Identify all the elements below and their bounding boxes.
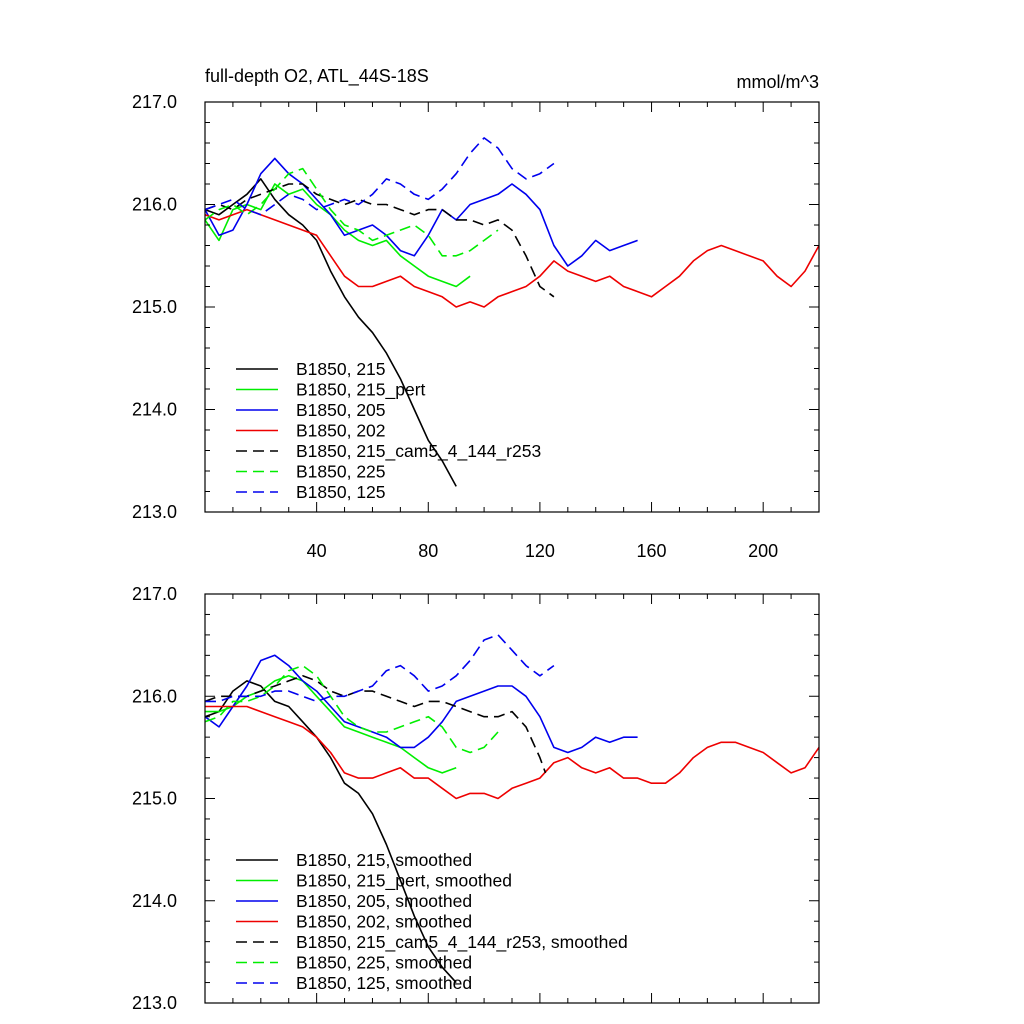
x-tick-label: 40	[307, 541, 327, 561]
legend-label: B1850, 215_cam5_4_144_r253, smoothed	[296, 932, 628, 953]
y-tick-label: 216.0	[132, 195, 177, 215]
units-label: mmol/m^3	[737, 72, 819, 92]
series-line-6	[204, 664, 499, 754]
legend-label: B1850, 215_pert, smoothed	[296, 871, 512, 892]
legend-label: B1850, 225	[296, 462, 386, 482]
series-line-6	[204, 167, 499, 257]
series-line-7	[205, 634, 555, 703]
legend-label: B1850, 202, smoothed	[296, 912, 472, 932]
y-tick-label: 217.0	[132, 584, 177, 604]
top-panel: 213.0 214.0 215.0 216.0 217.0 40 80 120 160 200 B1…	[132, 92, 820, 561]
series-line-2	[204, 183, 471, 288]
legend-label: B1850, 215	[296, 359, 386, 379]
legend-label: B1850, 202	[296, 421, 386, 441]
x-tick-label: 120	[525, 541, 555, 561]
legend-label: B1850, 125, smoothed	[296, 973, 472, 993]
legend-label: B1850, 215_pert	[296, 380, 426, 401]
legend-label: B1850, 215_cam5_4_144_r253	[296, 441, 541, 462]
series-line-5	[204, 183, 555, 298]
y-tick-label: 213.0	[132, 502, 177, 522]
legend-label: B1850, 205, smoothed	[296, 891, 472, 911]
chart-title: full-depth O2, ATL_44S-18S	[205, 66, 429, 87]
series-line-1	[204, 680, 457, 984]
y-tick-label: 214.0	[132, 891, 177, 911]
legend-label: B1850, 125	[296, 482, 386, 502]
y-tick-label: 216.0	[132, 686, 177, 706]
y-tick-label: 217.0	[132, 92, 177, 112]
x-tick-label: 80	[418, 541, 438, 561]
series-line-1	[204, 178, 457, 487]
x-tick-label: 200	[748, 541, 778, 561]
y-tick-label: 213.0	[132, 993, 177, 1013]
y-tick-label: 214.0	[132, 400, 177, 420]
series-line-3	[204, 654, 638, 754]
bottom-panel: 213.0 214.0 215.0 216.0 217.0 B1850, 215, smo…	[132, 584, 820, 1013]
x-tick-label: 160	[637, 541, 667, 561]
legend-label: B1850, 205	[296, 400, 386, 420]
series-line-4	[204, 208, 820, 308]
legend-label: B1850, 215, smoothed	[296, 850, 472, 870]
series-line-4	[205, 705, 820, 800]
legend-label: B1850, 225, smoothed	[296, 953, 472, 973]
series-line-7	[204, 137, 555, 216]
y-tick-label: 215.0	[132, 297, 177, 317]
series-line-5	[204, 674, 547, 774]
series-line-3	[204, 157, 638, 267]
y-tick-label: 215.0	[132, 789, 177, 809]
